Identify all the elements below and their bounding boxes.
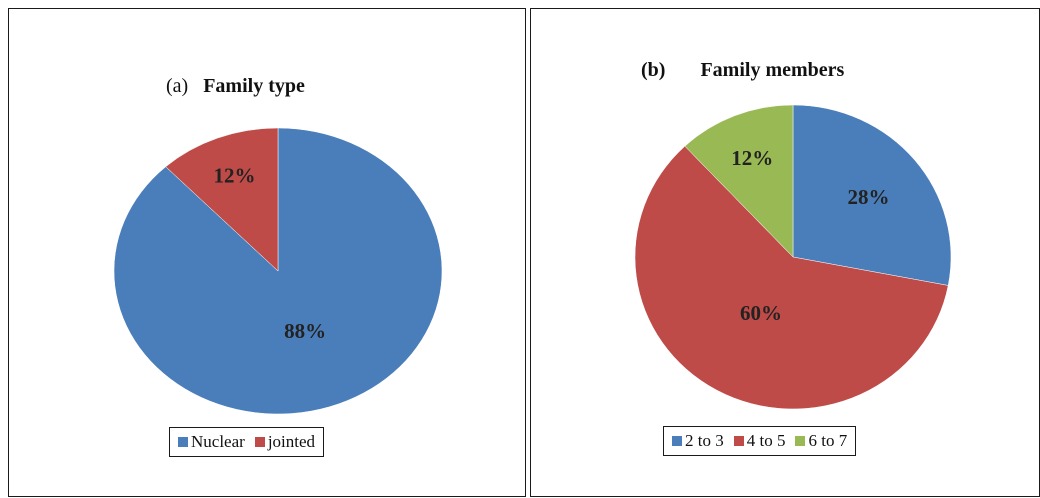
chart-panel-family-type: (a) Family type 88% 12% Nuclear jointed: [8, 8, 526, 497]
legend-swatch: [733, 436, 744, 446]
chart-title-prefix: (b): [641, 59, 666, 81]
data-label-4-to-5: 60%: [740, 301, 782, 325]
pie-chart-family-type: 88% 12%: [113, 127, 443, 415]
legend-swatch: [178, 437, 188, 447]
pie-slice-6-to-7: [684, 104, 794, 258]
chart-legend: Nuclear jointed: [169, 427, 325, 457]
chart-title-text: Family members: [700, 59, 845, 81]
chart-title: (b) Family members: [641, 59, 844, 82]
data-label-jointed: 12%: [214, 163, 256, 187]
data-label-6-to-7: 12%: [731, 146, 773, 170]
pie-slice-2-to-3: [792, 104, 952, 286]
legend-label: Nuclear: [191, 432, 245, 451]
pie-slice-4-to-5: [634, 145, 949, 410]
legend-label: 2 to 3: [685, 431, 724, 450]
legend-item-6-to-7: 6 to 7: [795, 431, 847, 451]
legend-item-4-to-5: 4 to 5: [733, 431, 786, 451]
pie-chart-family-members: 28% 60% 12%: [634, 104, 952, 410]
legend-label: 6 to 7: [808, 431, 848, 450]
legend-item-nuclear: Nuclear: [178, 432, 245, 452]
pie-slice-jointed: [165, 127, 279, 272]
legend-swatch: [672, 436, 682, 446]
chart-title: (a) Family type: [166, 75, 305, 98]
chart-legend: 2 to 3 4 to 5 6 to 7: [663, 426, 857, 456]
legend-label: 4 to 5: [746, 431, 786, 450]
legend-swatch: [795, 436, 806, 446]
legend-item-jointed: jointed: [254, 432, 316, 452]
data-label-nuclear: 88%: [284, 319, 326, 343]
legend-label: jointed: [267, 432, 316, 451]
legend-item-2-to-3: 2 to 3: [672, 431, 724, 451]
chart-title-prefix: (a): [166, 75, 189, 97]
data-label-2-to-3: 28%: [847, 185, 889, 209]
chart-panel-family-members: (b) Family members 28% 60% 12% 2 to 3 4 to…: [530, 8, 1040, 497]
chart-title-text: Family type: [203, 75, 305, 97]
legend-swatch: [254, 437, 265, 447]
